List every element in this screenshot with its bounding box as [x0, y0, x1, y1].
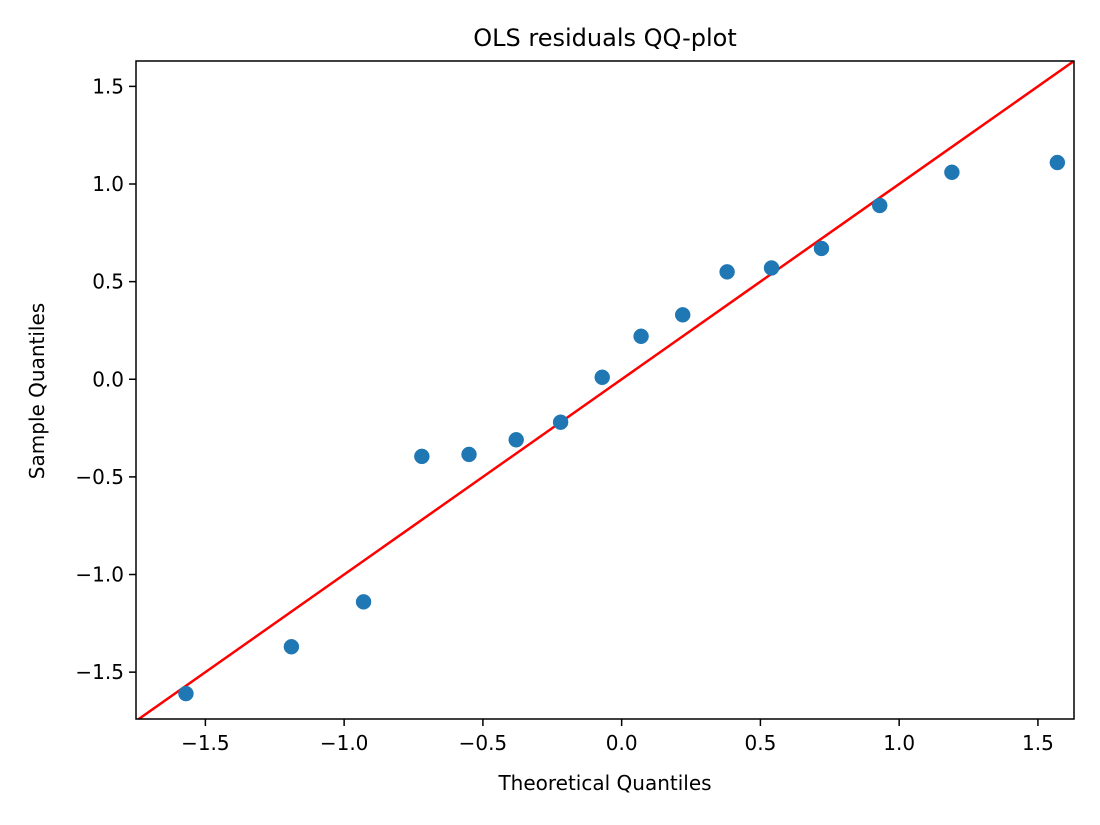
data-point	[414, 448, 430, 465]
data-point	[552, 414, 569, 430]
x-tick-label: −1.0	[320, 731, 369, 755]
x-tick-label: 0.5	[745, 731, 777, 755]
chart-title: OLS residuals QQ-plot	[473, 24, 736, 52]
y-tick-label: 0.0	[92, 367, 124, 391]
y-tick-label: −0.5	[75, 465, 124, 489]
y-axis-label: Sample Quantiles	[25, 303, 49, 479]
x-tick-label: 0.0	[606, 731, 638, 755]
scatter-series	[178, 154, 1066, 702]
y-tick-label: 0.5	[92, 270, 124, 294]
data-point	[674, 307, 691, 323]
x-tick-label: 1.5	[1022, 731, 1054, 755]
plot-area	[135, 60, 1075, 720]
data-point	[944, 164, 960, 181]
y-tick-label: −1.0	[75, 563, 124, 587]
data-point	[813, 240, 830, 257]
y-axis-ticks: −1.5 −1.0 −0.5 0.0 0.5 1.0 1.5	[75, 74, 136, 684]
x-axis-label: Theoretical Quantiles	[497, 771, 711, 795]
y-tick-label: 1.5	[92, 74, 124, 98]
data-point	[871, 197, 888, 214]
x-tick-label: 1.0	[883, 731, 915, 755]
x-tick-label: −0.5	[459, 731, 508, 755]
data-point	[633, 328, 649, 345]
data-point	[1049, 154, 1066, 171]
reference-line	[136, 61, 1074, 719]
data-point	[763, 260, 780, 276]
data-point	[461, 446, 477, 463]
data-point	[719, 264, 735, 280]
x-axis-ticks: −1.5 −1.0 −0.5 0.0 0.5 1.0 1.5	[181, 719, 1054, 755]
axes-frame	[135, 60, 1075, 720]
data-point	[594, 369, 610, 386]
data-point	[283, 639, 300, 655]
data-point	[355, 594, 372, 610]
data-point	[508, 432, 524, 448]
y-tick-label: 1.0	[92, 172, 124, 196]
data-point	[178, 685, 194, 702]
y-tick-label: −1.5	[75, 660, 124, 684]
x-tick-label: −1.5	[181, 731, 230, 755]
